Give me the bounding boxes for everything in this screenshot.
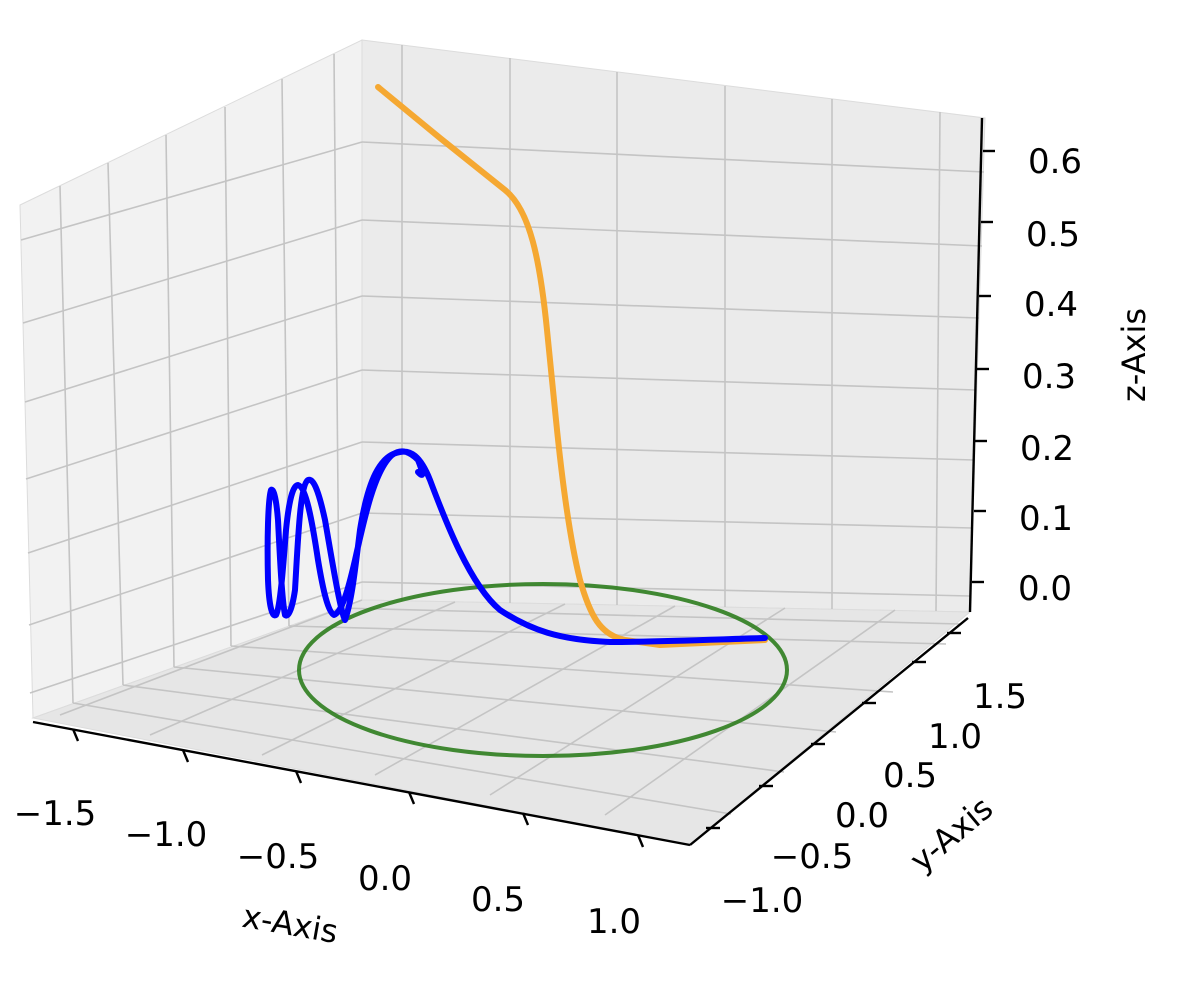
- z-tick-label: 0.5: [1026, 215, 1080, 255]
- z-tick-label: 0.0: [1018, 569, 1072, 609]
- z-tick-label: 0.3: [1022, 357, 1076, 397]
- x-tick-label: 0.5: [471, 880, 525, 920]
- z-axis-line: [968, 117, 984, 613]
- x-axis-label: x-Axis: [240, 897, 341, 951]
- z-tick-label: 0.2: [1020, 429, 1074, 469]
- axes: [32, 117, 995, 848]
- z-tick-label: 0.4: [1024, 285, 1078, 325]
- y-axis-line: [689, 617, 969, 846]
- z-tick-label: 0.1: [1019, 499, 1073, 539]
- x-tick-labels: −1.5 −1.0 −0.5 0.0 0.5 1.0: [14, 794, 641, 942]
- x-tick-label: −1.0: [125, 815, 208, 855]
- y-tick-label: 1.0: [928, 717, 982, 757]
- z-axis-label: z-Axis: [1115, 308, 1153, 402]
- x-tick-label: 1.0: [587, 902, 641, 942]
- green-circle-series: [297, 582, 789, 758]
- y-tick-label: −1.0: [721, 881, 804, 921]
- series-layer: [264, 84, 789, 758]
- gridlines: [20, 45, 985, 816]
- blue-oscillation-series: [264, 448, 768, 645]
- y-tick-labels: −1.0 −0.5 0.0 0.5 1.0 1.5: [721, 677, 1027, 921]
- x-axis-line: [32, 720, 691, 847]
- y-tick-label: 0.0: [835, 796, 889, 836]
- y-tick-label: 1.5: [973, 677, 1027, 717]
- x-tick-label: −1.5: [14, 794, 97, 834]
- z-tick-label: 0.6: [1028, 142, 1082, 182]
- x-tick-label: −0.5: [237, 837, 320, 877]
- y-tick-label: −0.5: [771, 837, 854, 877]
- z-tick-labels: 0.0 0.1 0.2 0.3 0.4 0.5 0.6: [1018, 142, 1082, 609]
- x-tick-label: 0.0: [358, 859, 412, 899]
- y-axis-label: y-Axis: [903, 789, 1001, 880]
- orange-trajectory-series: [375, 84, 768, 648]
- y-tick-label: 0.5: [883, 756, 937, 796]
